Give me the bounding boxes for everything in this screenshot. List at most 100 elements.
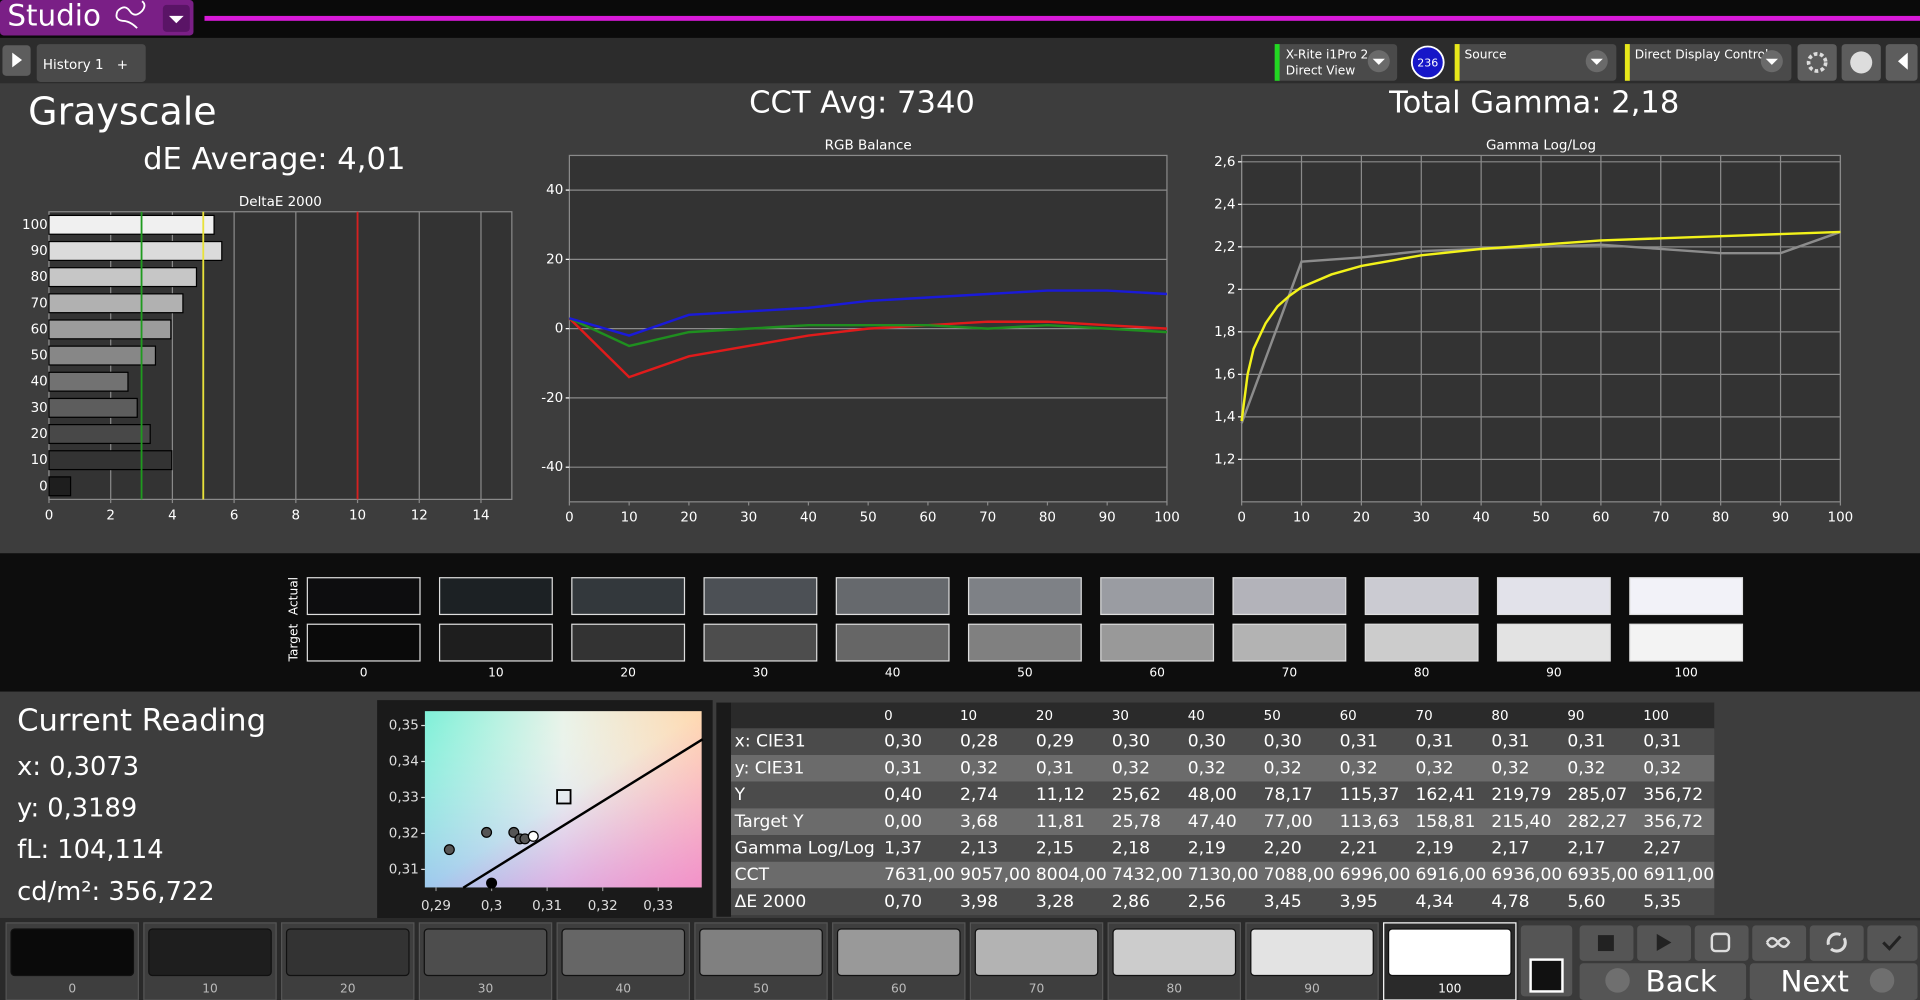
table-cell: 7130,00 [1188,865,1259,885]
table-header: 50 [1264,709,1281,724]
patch-color [148,928,272,977]
table-row [731,888,1715,916]
table-cell: 2,27 [1643,838,1681,858]
bar [48,240,223,261]
x-tick-label: 80 [1712,511,1729,526]
target-label: Target [286,623,300,662]
y-tick-label: 0,31 [389,862,419,877]
table-cell: 113,63 [1340,812,1400,832]
y-tick-label: 1,2 [1214,452,1235,467]
bracket-button[interactable] [1694,925,1749,961]
chart-title: RGB Balance [825,139,912,154]
patch-color [1387,928,1512,977]
table-divider [716,702,732,917]
x-tick-label: 20 [680,511,697,526]
table-cell: 6935,00 [1567,865,1638,885]
table-cell: 47,40 [1188,812,1237,832]
expand-icon [12,52,23,68]
swatch-label: 0 [360,666,368,680]
logo[interactable] [0,0,194,36]
table-cell: 7631,00 [884,865,955,885]
table-cell: 0,32 [1264,758,1302,778]
table-header: 0 [884,709,893,724]
badge[interactable] [1410,45,1445,80]
y-tick-label: 20 [546,252,563,267]
x-tick-label: 60 [1592,511,1609,526]
table-row [731,781,1715,809]
table-header: 90 [1567,709,1584,724]
y-tick-label: 0,33 [389,790,419,805]
table-cell: 3,98 [960,892,998,912]
table-header: 60 [1340,709,1357,724]
add-tab[interactable]: + [117,58,128,73]
patch-label: 50 [753,981,769,995]
tab-label: History 1 [43,58,104,73]
table-cell: 0,28 [960,732,998,752]
table-cell: 2,74 [960,785,998,805]
measured-point [486,877,498,889]
y-tick-label: 70 [31,296,48,311]
source-selector[interactable] [1454,44,1617,81]
x-tick-label: 50 [1532,511,1549,526]
swatch-label: 50 [1017,666,1033,680]
actual-label: Actual [286,577,300,615]
reading-value: y: 0,3189 [17,794,137,824]
table-header: 10 [960,709,977,724]
table-cell: 25,62 [1112,785,1161,805]
confirm-icon [1882,935,1902,951]
table-cell: 11,81 [1036,812,1085,832]
table-cell: 8004,00 [1036,865,1107,885]
y-tick-label: 100 [22,218,48,233]
y-tick-label: 20 [31,427,48,442]
table-cell: 219,79 [1491,785,1551,805]
logo-icon [115,0,146,29]
x-tick-label: 20 [1353,511,1370,526]
cct-average: CCT Avg: 7340 [749,86,975,121]
actual-swatch [438,577,553,616]
reading-value: cd/m²: 356,722 [17,877,214,907]
x-tick-label: 4 [168,508,177,523]
y-tick-label: -40 [541,460,563,475]
help-icon [1850,51,1873,74]
table-cell: 77,00 [1264,812,1313,832]
meter-selector[interactable] [1274,44,1398,81]
bar [48,319,172,340]
collapse-icon [1897,52,1908,70]
chart-title: DeltaE 2000 [239,195,322,210]
table-cell: 115,37 [1340,785,1400,805]
x-tick-label: 90 [1772,511,1789,526]
table-cell: 0,31 [1036,758,1074,778]
x-tick-label: 0 [45,508,54,523]
patch-label: 60 [891,981,907,995]
stop-measure-icon [1597,935,1614,952]
y-tick-label: 60 [31,322,48,337]
x-tick-label: 2 [106,508,115,523]
table-cell: 0,00 [884,812,922,832]
menu-arrow [168,15,184,24]
patch-color [1250,928,1374,977]
patch-color [285,928,410,977]
refresh-button[interactable] [1809,925,1864,961]
display-control-status [1624,44,1630,81]
display-control-selector[interactable] [1624,44,1792,81]
total-gamma: Total Gamma: 2,18 [1388,86,1679,121]
table-cell: 2,18 [1112,838,1150,858]
patch-label: 40 [615,981,631,995]
actual-swatch [306,577,421,616]
y-tick-label: 1,8 [1214,325,1235,340]
history-tab[interactable] [36,44,146,83]
table-cell: 0,70 [884,892,922,912]
table-cell: 0,31 [1567,732,1605,752]
bar [48,267,198,288]
settings-button[interactable] [1797,44,1837,81]
de-average: dE Average: 4,01 [143,142,405,177]
target-swatch [438,623,553,662]
x-tick-label: 0,33 [643,899,673,914]
measured-point [443,844,455,856]
x-tick-label: 8 [292,508,301,523]
table-row [731,808,1715,836]
row-label: Y [734,785,746,805]
table-cell: 0,32 [1567,758,1605,778]
table-cell: 0,31 [884,758,922,778]
